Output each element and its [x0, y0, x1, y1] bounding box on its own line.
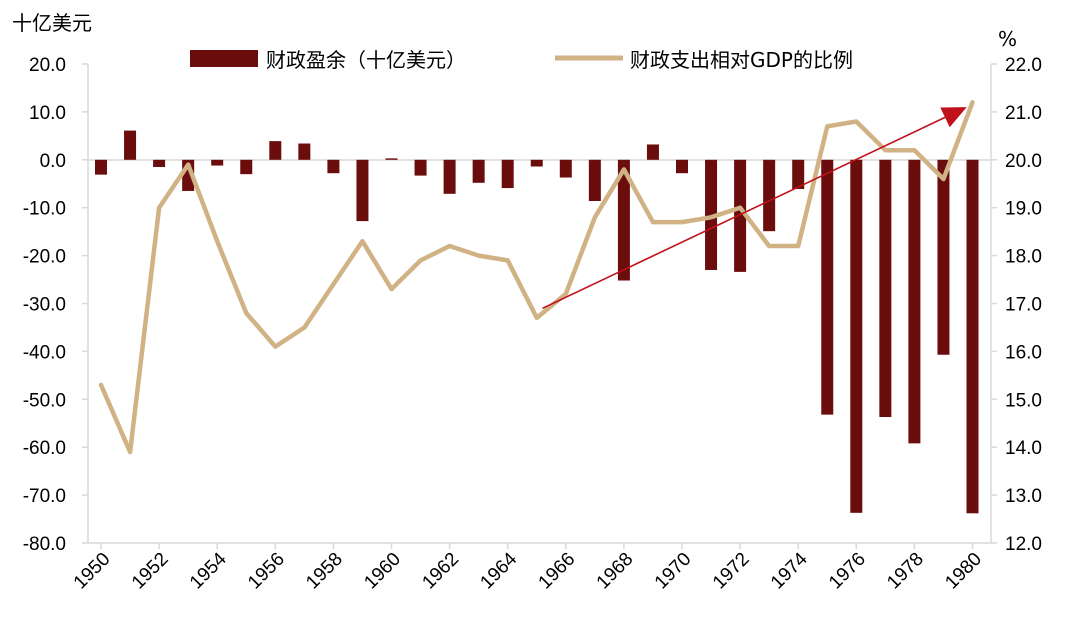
left-tick-label: -30.0 [23, 295, 66, 316]
left-tick-label: -10.0 [23, 199, 66, 220]
bar-1962 [443, 159, 456, 194]
bar-1978 [908, 159, 921, 444]
right-tick-label: 21.0 [1005, 103, 1042, 124]
x-tick-label: 1964 [476, 548, 521, 593]
trend-arrowhead [940, 107, 967, 128]
left-tick-label: -40.0 [23, 342, 66, 363]
bar-1958 [327, 159, 340, 174]
right-tick-label: 14.0 [1005, 438, 1042, 459]
right-axis-ticks: 22.0 21.0 20.0 19.0 18.0 17.0 16.0 15.0 14.0 13.0… [991, 55, 1042, 555]
line-series [98, 100, 975, 455]
bar-1968 [617, 159, 630, 281]
left-tick-label: -80.0 [23, 534, 66, 555]
bar-1960 [385, 158, 398, 160]
x-tick-label: 1952 [128, 549, 173, 594]
left-tick-label: -20.0 [23, 247, 66, 268]
bar-1979 [937, 159, 950, 355]
x-tick-label: 1974 [767, 548, 812, 593]
x-tick-label: 1966 [535, 549, 580, 594]
bar-1976 [850, 159, 863, 513]
x-tick-label: 1976 [825, 549, 870, 594]
right-tick-label: 12.0 [1005, 534, 1042, 555]
bar-1980 [966, 159, 979, 514]
legend-bar-swatch [190, 50, 258, 67]
bar-1955 [240, 159, 253, 175]
right-tick-label: 18.0 [1005, 247, 1042, 268]
bar-1951 [124, 130, 137, 160]
trend-line [542, 116, 946, 310]
legend-bar-label: 财政盈余（十亿美元） [266, 48, 466, 72]
right-tick-label: 17.0 [1005, 295, 1042, 316]
bar-1967 [588, 159, 601, 201]
left-axis-unit: 十亿美元 [12, 11, 92, 35]
bar-1959 [356, 159, 369, 222]
bar-1966 [559, 159, 572, 178]
left-tick-label: 0.0 [40, 151, 66, 172]
bar-series [95, 130, 979, 514]
bar-1974 [792, 159, 805, 190]
left-tick-label: 20.0 [29, 55, 66, 76]
bar-1975 [821, 159, 834, 415]
bar-1952 [153, 159, 166, 167]
bar-1954 [211, 159, 224, 166]
right-tick-label: 20.0 [1005, 151, 1042, 172]
legend: 财政盈余（十亿美元） 财政支出相对GDP的比例 [190, 48, 853, 72]
expenditure-ratio-line [98, 100, 975, 455]
x-tick-label: 1958 [302, 549, 347, 594]
right-tick-label: 15.0 [1005, 390, 1042, 411]
x-tick-label: 1968 [593, 549, 638, 594]
x-tick-label: 1954 [186, 548, 231, 593]
left-axis-ticks: 20.0 10.0 0.0 -10.0 -20.0 -30.0 -40.0 -50.0 -60.… [23, 55, 88, 555]
x-tick-label: 1962 [418, 549, 463, 594]
bar-1964 [501, 159, 514, 189]
x-tick-label: 1970 [651, 549, 696, 594]
bar-1956 [269, 141, 282, 160]
bar-1971 [705, 159, 718, 270]
x-axis-ticks: 1950 1952 1954 1956 1958 1960 1962 1964 1966 1968… [70, 543, 986, 593]
right-tick-label: 19.0 [1005, 199, 1042, 220]
x-tick-label: 1950 [70, 549, 115, 594]
bar-1970 [676, 159, 688, 174]
right-tick-label: 13.0 [1005, 486, 1042, 507]
left-tick-label: 10.0 [29, 103, 66, 124]
right-tick-label: 22.0 [1005, 55, 1042, 76]
bar-1969 [646, 144, 659, 160]
x-tick-label: 1980 [941, 549, 986, 594]
x-tick-label: 1960 [360, 549, 405, 594]
legend-line-label: 财政支出相对GDP的比例 [630, 48, 853, 72]
x-tick-label: 1956 [244, 549, 289, 594]
x-tick-label: 1972 [709, 549, 754, 594]
right-axis-unit: % [998, 27, 1017, 51]
right-tick-label: 16.0 [1005, 342, 1042, 363]
bar-1961 [414, 159, 427, 176]
bar-1977 [879, 159, 892, 418]
trend-arrow [542, 107, 967, 310]
x-tick-label: 1978 [883, 549, 928, 594]
bar-1957 [298, 143, 311, 160]
left-tick-label: -70.0 [23, 486, 66, 507]
bar-1950 [95, 159, 107, 175]
bar-1965 [530, 159, 543, 167]
bar-1963 [472, 159, 485, 183]
left-tick-label: -50.0 [23, 390, 66, 411]
bar-1972 [734, 159, 747, 272]
bar-1973 [763, 159, 776, 232]
left-tick-label: -60.0 [23, 438, 66, 459]
